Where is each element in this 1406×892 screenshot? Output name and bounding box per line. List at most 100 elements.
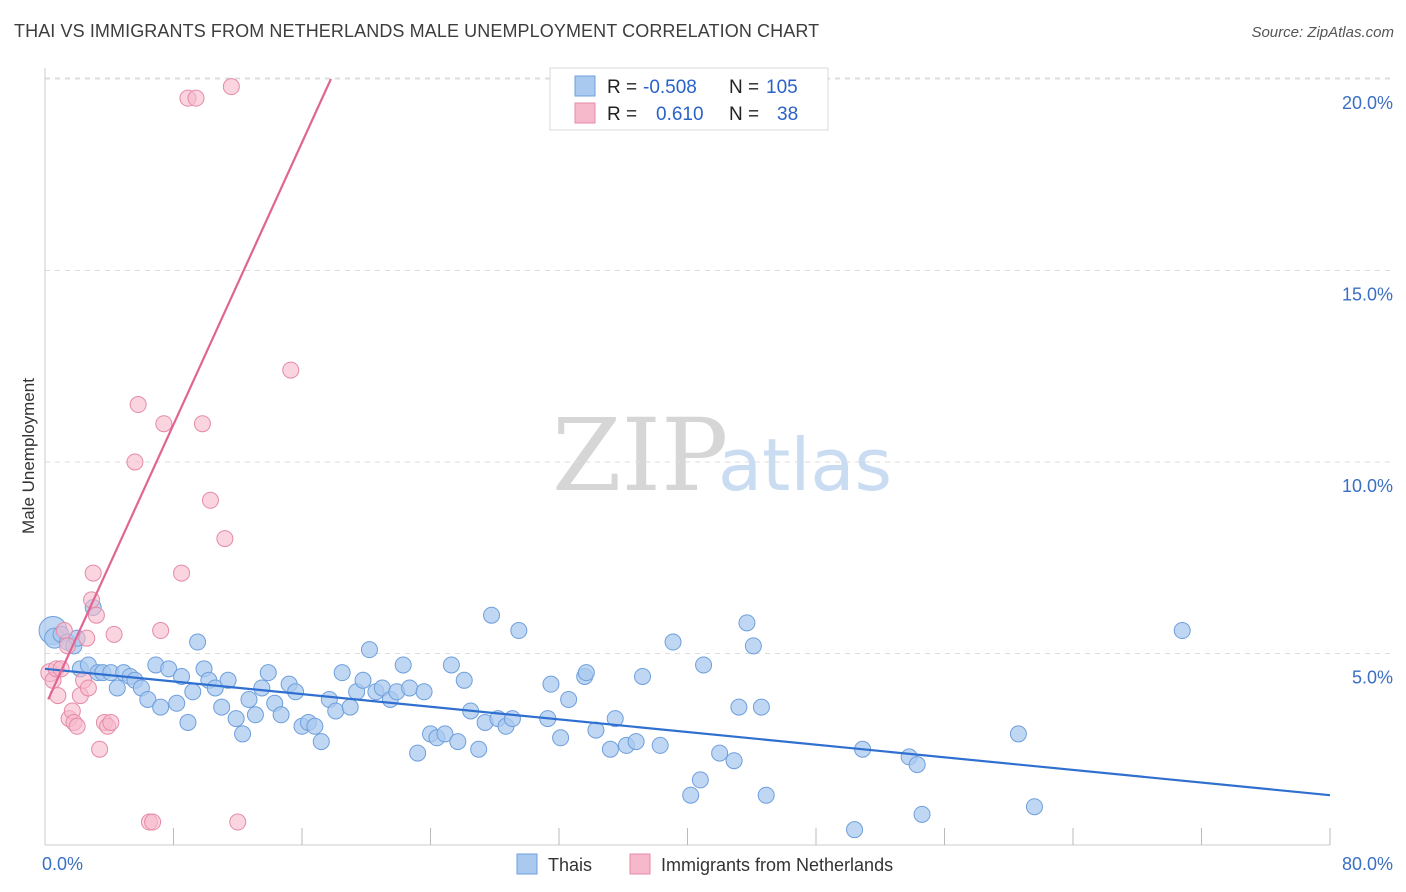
thais-point [846,821,864,839]
thais-point [253,679,271,697]
x-tick-label: 80.0% [1342,854,1393,874]
thais-point [168,694,186,712]
thais-point [227,710,245,728]
bottom-legend-label-thais: Thais [548,855,592,875]
trend-lines [44,78,1331,797]
tick-labels: 5.0% 10.0% 15.0% 20.0% 0.0% 80.0% [42,93,1393,874]
netherlands-point [55,622,73,640]
watermark-atlas: atlas [718,423,892,507]
netherlands-point [102,713,120,731]
thais-point [1025,798,1043,816]
thais-point [409,744,427,762]
thais-point [354,671,372,689]
netherlands-point [129,396,147,414]
thais-point [173,667,191,685]
thais-point [664,633,682,651]
thais-point [341,698,359,716]
thais-point [327,702,345,720]
thais-point [542,675,560,693]
thais-point [184,683,202,701]
thais-point [1173,622,1191,640]
netherlands-point [222,78,240,96]
thais-point [510,622,528,640]
thais-point [577,664,595,682]
netherlands-point [152,622,170,640]
bottom-legend-label-netherlands: Immigrants from Netherlands [661,855,893,875]
thais-point [189,633,207,651]
thais-point [139,690,157,708]
watermark-zip: ZIP [552,397,728,514]
netherlands-point [78,629,96,647]
thais-point [108,679,126,697]
netherlands-point [193,415,211,433]
netherlands-point [126,453,144,471]
netherlands-point [173,564,191,582]
netherlands-point [79,679,97,697]
legend-r-value-thais: -0.508 [643,77,697,98]
legend-swatch-netherlands [574,102,596,124]
netherlands-point [91,740,109,758]
thais-point [560,690,578,708]
x-tick-label: 0.0% [42,854,83,874]
thais-point [259,664,277,682]
thais-point [455,671,473,689]
thais-point [287,683,305,701]
source-label: Source: ZipAtlas.com [1251,24,1394,41]
thais-point [415,683,433,701]
thais-point [627,733,645,751]
bottom-legend-swatch-thais [516,853,538,875]
chart-title: THAI VS IMMIGRANTS FROM NETHERLANDS MALE… [14,21,820,41]
y-tick-label: 20.0% [1342,93,1393,113]
thais-point [1009,725,1027,743]
netherlands-point [187,89,205,107]
thais-point [552,729,570,747]
thais-point [219,671,237,689]
thais-point [691,771,709,789]
thais-point [436,725,454,743]
thais-point [725,752,743,770]
thais-point [312,733,330,751]
thais-point [206,679,224,697]
thais-point [913,805,931,823]
netherlands-point [216,530,234,548]
thais-point [470,740,488,758]
legend-n-label-thais: N = [729,77,759,98]
netherlands-point [201,491,219,509]
netherlands-point [144,813,162,831]
bottom-legend-swatch-netherlands [629,853,651,875]
legend-n-value-netherlands: 38 [777,104,798,125]
thais-point [272,706,290,724]
thais-point [730,698,748,716]
legend-r-value-netherlands: 0.610 [656,104,704,125]
legend-swatch-thais [574,75,596,97]
thais-point [401,679,419,697]
stats-legend: R = -0.508 N = 105 R = 0.610 N = 38 [549,67,829,131]
thais-point [503,710,521,728]
thais-point [442,656,460,674]
thais-point [711,744,729,762]
thais-point [606,710,624,728]
netherlands-point [87,606,105,624]
thais-point [152,698,170,716]
thais-point [483,606,501,624]
thais-point [240,690,258,708]
stats-legend-box [549,67,829,131]
thais-point [682,786,700,804]
thais-point [179,713,197,731]
thais-point [908,756,926,774]
thais-point [757,786,775,804]
netherlands-point [229,813,247,831]
thais-point [246,706,264,724]
netherlands-point [84,564,102,582]
thais-trend-line [44,667,1331,797]
grid [45,77,1395,654]
axes [44,68,1331,846]
netherlands-point [68,717,86,735]
y-tick-label: 15.0% [1342,285,1393,305]
legend-r-label-netherlands: R = [607,104,637,125]
thais-point [752,698,770,716]
thais-point [234,725,252,743]
legend-r-label-thais: R = [607,77,637,98]
thais-point [651,736,669,754]
